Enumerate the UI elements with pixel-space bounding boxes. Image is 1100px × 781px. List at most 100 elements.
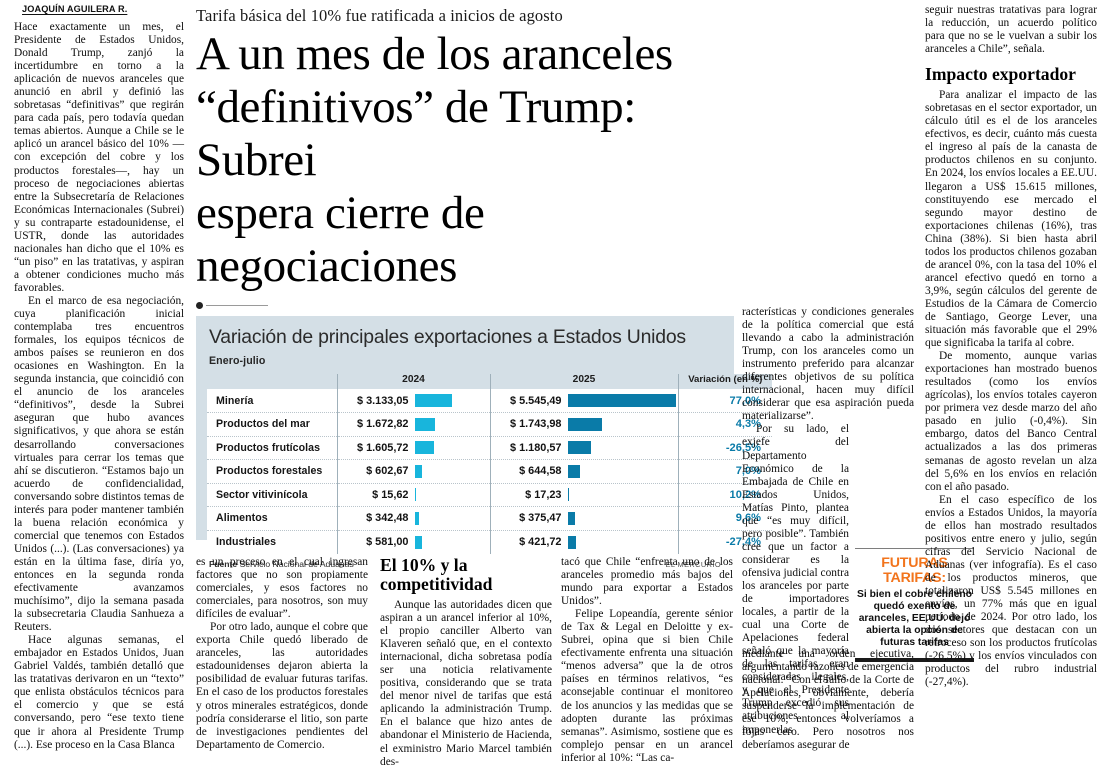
row-2025-cell: $ 1.180,57 [489,436,678,460]
section-subhead: Impacto exportador [925,64,1076,85]
row-variation: 9,6% [677,506,772,531]
paragraph: Por otro lado, aunque el cobre que expor… [196,621,368,751]
bar-2024 [414,464,422,478]
chart-table: 2024 2025 Variación (en %) Minería $ 3.13… [207,374,772,554]
row-2024-cell: $ 342,48 [336,506,490,531]
bar-2024 [414,417,435,431]
column-1-body: Hace exactamente un mes, el Presidente d… [14,21,184,752]
headline-line-3: espera cierre de negociaciones [196,187,485,292]
row-2024-cell: $ 1.672,82 [336,412,490,437]
chart-source-value: Servicio Nacional de Aduanas [239,558,354,569]
row-2024-value: $ 1.605,72 [357,441,409,454]
page-title: A un mes de los aranceles “definitivos” … [196,28,736,293]
paragraph: Aunque las autoridades dicen que aspiran… [380,599,552,768]
row-2024-cell: $ 3.133,05 [336,389,490,413]
col-header-2025: 2025 [489,374,678,389]
row-2025-value: $ 5.545,49 [510,394,562,407]
table-row: Productos del mar $ 1.672,82 $ 1.743,98 4,3… [207,412,772,437]
row-2025-value: $ 17,23 [525,488,562,501]
byline: JOAQUÍN AGUILERA R. [22,4,128,14]
paragraph: En el caso específico de los envíos a Es… [925,493,1097,689]
table-row: Industriales $ 581,00 $ 421,72 -27,4% [207,530,772,554]
row-2025-cell: $ 375,47 [489,506,678,531]
column-1: JOAQUÍN AGUILERA R. Hace exactamente un … [14,4,184,752]
pullquote-top-rule [855,548,974,549]
bar-2025 [567,488,569,502]
table-header-row: 2024 2025 Variación (en %) [207,374,772,389]
column-6-body-top: seguir nuestras tratativas para lograr l… [925,4,1097,56]
row-variation: -26,5% [677,436,772,460]
subhead-line-2: competitividad [380,574,493,594]
row-2025-cell: $ 5.545,49 [489,389,678,413]
bar-2024 [414,511,419,525]
paragraph: seguir nuestras tratativas para lograr l… [925,4,1097,56]
row-category: Productos del mar [207,412,337,437]
paragraph: Para analizar el impacto de las sobretas… [925,89,1097,350]
row-category: Productos forestales [207,459,337,484]
pullquote-title: FUTURAS TARIFAS: [855,556,974,586]
row-2025-value: $ 1.180,57 [510,441,562,454]
paragraph: es un proceso en el cual ingresan factor… [196,556,368,621]
table-row: Alimentos $ 342,48 $ 375,47 9,6% [207,506,772,531]
row-2025-value: $ 421,72 [519,536,562,548]
row-variation: 7,0% [677,459,772,484]
bar-2024 [414,441,434,455]
table-row: Productos forestales $ 602,67 $ 644,58 7,0% [207,459,772,484]
row-2025-value: $ 1.743,98 [510,418,562,431]
column-3: El 10% y la competitividad Aunque las au… [380,556,552,769]
headline-line-1: A un mes de los aranceles [196,28,673,80]
row-2024-value: $ 342,48 [366,512,409,525]
row-variation: 4,3% [677,412,772,437]
row-2024-value: $ 581,00 [366,536,409,548]
column-5-top: racterísticas y condiciones generales de… [742,306,914,737]
row-2024-value: $ 602,67 [366,465,409,478]
pullquote-title-line-1: FUTURAS [881,555,948,571]
section-subhead: El 10% y la competitividad [380,556,552,594]
row-category: Minería [207,389,337,413]
row-2025-cell: $ 644,58 [489,459,678,484]
chart-subtitle: Enero-julio [209,355,266,367]
paragraph: Felipe Lopeandía, gerente sénior de Tax … [561,608,733,764]
divider [196,302,736,309]
pullquote-text: Si bien el cobre chileno quedó exento de… [856,588,972,649]
row-category: Productos frutícolas [207,436,337,460]
row-variation: 77,0% [677,389,772,413]
chart-brand: EL MERCURIO [665,559,721,569]
pullquote-bottom-rule [855,657,974,662]
row-2025-value: $ 644,58 [519,465,562,478]
row-2024-cell: $ 581,00 [336,530,490,554]
table-row: Minería $ 3.133,05 $ 5.545,49 77,0% [207,389,772,413]
bar-2025 [567,394,676,407]
column-5-bottom: mediante una orden ejecutiva, argumentan… [742,648,914,752]
subhead-line-1: El 10% y la [380,555,468,575]
row-category: Industriales [207,530,337,554]
paragraph: En el marco de esa negociación, cuya pla… [14,294,184,634]
row-2024-cell: $ 15,62 [336,483,490,507]
row-2024-value: $ 1.672,82 [357,418,409,431]
bar-2025 [567,511,575,525]
chart-footer: Fuente Servicio Nacional de Aduanas EL M… [207,559,723,569]
col-header-variation: Variación (en %) [677,374,772,389]
row-2025-value: $ 375,47 [519,512,562,525]
infographic-panel: Variación de principales exportaciones a… [196,316,772,569]
bar-2025 [567,417,602,431]
row-2024-value: $ 3.133,05 [357,394,409,407]
row-2024-value: $ 15,62 [372,488,409,501]
column-2: es un proceso en el cual ingresan factor… [196,556,368,752]
chart-source: Fuente Servicio Nacional de Aduanas [209,559,354,569]
column-6-body-mid: Para analizar el impacto de las sobretas… [925,89,1097,689]
headline-line-2: “definitivos” de Trump: Subrei [196,81,636,186]
paragraph: mediante una orden ejecutiva, argumentan… [742,648,914,752]
col-header-2024: 2024 [336,374,490,389]
table-row: Productos frutícolas $ 1.605,72 $ 1.180,57… [207,436,772,460]
chart-title: Variación de principales exportaciones a… [209,326,686,348]
row-2025-cell: $ 421,72 [489,530,678,554]
row-category: Alimentos [207,506,337,531]
column-6: seguir nuestras tratativas para lograr l… [925,4,1097,689]
bar-2024 [414,394,453,407]
bullet-dot-icon [196,302,203,309]
table-row: Sector vitivinícola $ 15,62 $ 17,23 10,2% [207,483,772,507]
row-2024-cell: $ 602,67 [336,459,490,484]
paragraph: Hace algunas semanas, el embajador en Es… [14,634,184,751]
bar-2025 [567,464,581,478]
